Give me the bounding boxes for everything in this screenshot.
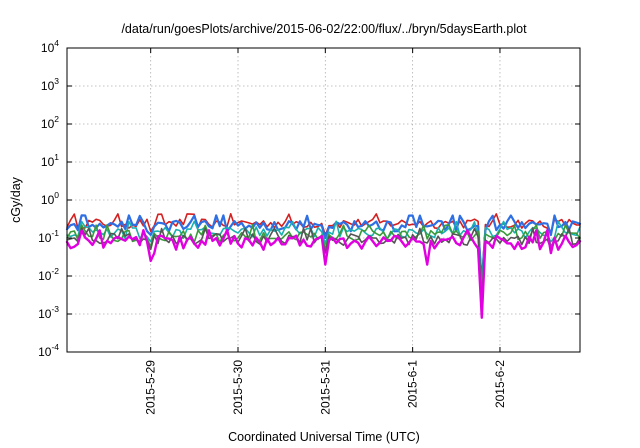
y-tick-label: 101: [41, 152, 59, 169]
y-axis-label: cGy/day: [9, 176, 23, 223]
data-series-line: [66, 220, 581, 292]
data-series-line: [65, 214, 582, 286]
x-tick-label: 2015-6-2: [493, 360, 507, 408]
y-tick-label: 103: [41, 76, 59, 93]
y-tick-label: 10-1: [38, 228, 59, 245]
y-tick-label: 10-4: [38, 342, 59, 359]
x-tick-label: 2015-5-31: [318, 360, 332, 415]
x-tick-label: 2015-5-29: [144, 360, 158, 415]
data-series-line: [65, 228, 582, 319]
x-axis-label: Coordinated Universal Time (UTC): [228, 430, 420, 444]
y-tick-label: 102: [41, 114, 59, 131]
y-tick-label: 10-2: [38, 266, 59, 283]
x-tick-label: 2015-5-30: [231, 360, 245, 415]
y-tick-label: 104: [41, 38, 59, 55]
y-tick-label: 10-3: [38, 304, 59, 321]
chart-title: /data/run/goesPlots/archive/2015-06-02/2…: [121, 22, 527, 36]
x-axis: 2015-5-29 2015-5-30 2015-5-31 2015-6-1 2015-…: [144, 48, 507, 415]
y-axis: 10-4 10-3 10-2 10-1 100 101 102 103 104: [38, 38, 580, 359]
data-series-group: [65, 213, 582, 319]
x-tick-label: 2015-6-1: [406, 360, 420, 408]
y-tick-label: 100: [41, 190, 59, 207]
grid-lines: [67, 48, 580, 352]
